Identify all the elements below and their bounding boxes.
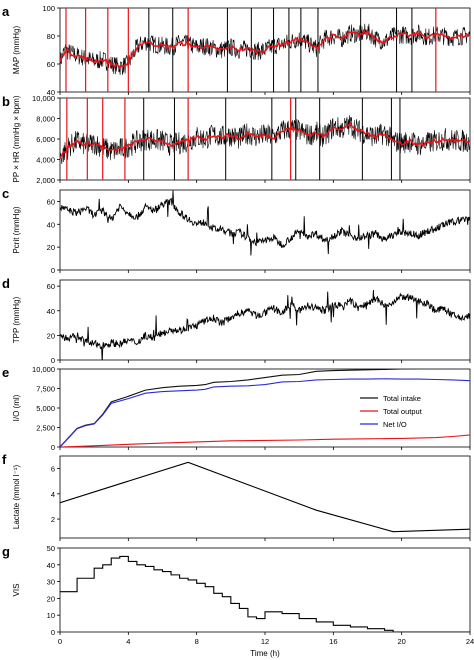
y-tick-label: 10,000 — [32, 94, 55, 103]
y-tick-label: 8,000 — [36, 115, 55, 124]
mean-trace — [60, 122, 470, 159]
plot-frame — [59, 279, 471, 361]
plot-area — [60, 461, 470, 533]
legend-label: Net I/O — [383, 420, 407, 429]
plot-area — [60, 98, 470, 180]
plot-frame — [59, 97, 471, 181]
y-tick-label: 40 — [47, 561, 55, 570]
x-tick-label: 0 — [58, 637, 62, 646]
y-tick-label: 40 — [47, 220, 55, 229]
panel-b: b PP × HR (mmHg × bpm) 2,000 4,000 6,000 8,00… — [2, 94, 471, 185]
y-tick-label: 0 — [51, 628, 55, 637]
y-tick-label: 20 — [47, 331, 55, 340]
y-tick-label: 60 — [47, 282, 55, 291]
panel-g: g VIS 0 10 20 30 40 50 0 4 8 12 16 20 24 Time (h) — [2, 544, 474, 658]
plot-frame — [59, 189, 471, 271]
y-tick-label: 80 — [47, 32, 55, 41]
y-tick-label: 10,000 — [32, 365, 55, 374]
panel-e: e I/O (ml) 0 2,500 5,000 7,500 10,000 Total int… — [2, 365, 471, 452]
x-tick-label: 8 — [195, 637, 199, 646]
x-tick-label: 24 — [466, 637, 474, 646]
panel-letter: g — [2, 544, 10, 559]
y-tick-label: 60 — [47, 197, 55, 206]
x-tick-label: 16 — [329, 637, 337, 646]
y-tick-label: 100 — [42, 4, 55, 13]
plot-frame — [59, 547, 471, 633]
raw-trace — [60, 23, 470, 76]
y-tick-label: 60 — [47, 60, 55, 69]
y-tick-label: 0 — [51, 266, 55, 275]
y-axis-label: I/O (ml) — [12, 394, 21, 421]
y-axis-label: TPP (mmHg) — [12, 296, 21, 343]
y-tick-label: 0 — [51, 356, 55, 365]
plot-area — [60, 190, 470, 256]
series-line-total-output — [60, 434, 470, 447]
panel-letter: b — [2, 94, 10, 109]
panel-f: f Lactate (mmol l⁻¹) 2 4 6 — [2, 452, 471, 541]
y-tick-label: 40 — [47, 88, 55, 97]
y-tick-label: 20 — [47, 243, 55, 252]
y-tick-label: 4,000 — [36, 156, 55, 165]
y-tick-label: 10 — [47, 611, 55, 620]
trace-line — [60, 289, 470, 360]
y-tick-label: 0 — [51, 443, 55, 452]
panel-letter: a — [2, 4, 10, 19]
y-tick-label: 50 — [47, 544, 55, 553]
plot-frame — [59, 455, 471, 539]
y-axis-label: PP × HR (mmHg × bpm) — [12, 95, 21, 182]
y-tick-label: 7,500 — [36, 385, 55, 394]
y-tick-label: 6,000 — [36, 135, 55, 144]
vis-step-line — [60, 555, 470, 632]
y-tick-label: 2,500 — [36, 424, 55, 433]
panel-letter: f — [2, 452, 7, 467]
x-axis-label: Time (h) — [250, 649, 280, 658]
plot-area — [60, 369, 470, 447]
y-tick-label: 6 — [51, 465, 55, 474]
x-tick-label: 12 — [261, 637, 269, 646]
y-axis-label: Lactate (mmol l⁻¹) — [12, 465, 21, 530]
y-tick-label: 40 — [47, 307, 55, 316]
lactate-line — [60, 461, 470, 533]
legend-label: Total intake — [383, 394, 421, 403]
plot-area — [60, 289, 470, 360]
y-tick-label: 5,000 — [36, 404, 55, 413]
y-tick-label: 2,000 — [36, 176, 55, 185]
plot-area — [60, 555, 470, 632]
y-axis-label: Pcrit (mmHg) — [12, 206, 21, 253]
raw-trace — [60, 115, 470, 164]
y-tick-label: 30 — [47, 578, 55, 587]
x-tick-label: 4 — [126, 637, 130, 646]
legend-label: Total output — [383, 407, 423, 416]
plot-area — [60, 8, 470, 92]
panel-letter: c — [2, 186, 9, 201]
panel-letter: d — [2, 276, 10, 291]
y-axis-label: VIS — [12, 584, 21, 597]
y-axis-label: MAP (mmHg) — [12, 26, 21, 75]
y-tick-label: 20 — [47, 594, 55, 603]
x-tick-label: 20 — [397, 637, 405, 646]
y-tick-label: 4 — [51, 490, 55, 499]
y-tick-label: 2 — [51, 515, 55, 524]
trace-line — [60, 190, 470, 256]
panel-letter: e — [2, 365, 9, 380]
series-line-net-i-o — [60, 378, 470, 447]
